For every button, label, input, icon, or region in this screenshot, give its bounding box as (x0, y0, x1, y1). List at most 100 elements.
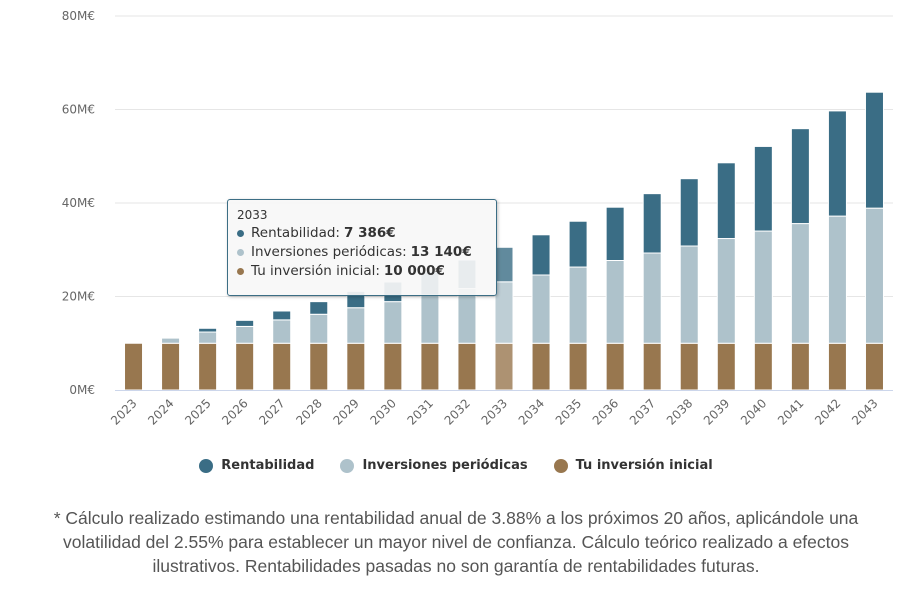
y-tick-label: 20M€ (62, 290, 95, 304)
bar-segment-tu-inversi-n-inicial[interactable] (494, 342, 514, 391)
bar-segment-inversiones-peri-dicas[interactable] (679, 245, 699, 344)
bar-segment-inversiones-peri-dicas[interactable] (235, 325, 255, 344)
legend-item-inversion-inicial[interactable]: Tu inversión inicial (553, 458, 713, 473)
bar-segment-rentabilidad[interactable] (642, 193, 662, 254)
bar-segment-tu-inversi-n-inicial[interactable] (198, 342, 218, 391)
bar-segment-tu-inversi-n-inicial[interactable] (124, 342, 144, 391)
x-tick-label: 2037 (627, 396, 658, 427)
x-tick-label: 2036 (590, 396, 621, 427)
bar-segment-inversiones-peri-dicas[interactable] (642, 252, 662, 344)
bar-segment-tu-inversi-n-inicial[interactable] (753, 342, 773, 391)
inicial-dot-icon (553, 458, 568, 473)
bar-segment-tu-inversi-n-inicial[interactable] (531, 342, 551, 391)
x-tick-label: 2029 (330, 396, 361, 427)
bar-segment-tu-inversi-n-inicial[interactable] (827, 342, 847, 391)
bar-segment-rentabilidad[interactable] (827, 110, 847, 217)
chart-legend: Rentabilidad Inversiones periódicas Tu i… (0, 458, 912, 473)
tooltip-row-periodicas: Inversiones periódicas: 13 140€ (237, 243, 487, 262)
bar-segment-tu-inversi-n-inicial[interactable] (864, 342, 884, 391)
y-tick-label: 40M€ (62, 196, 95, 210)
bar-segment-rentabilidad[interactable] (679, 178, 699, 247)
chart-tooltip: 2033 Rentabilidad: 7 386€ Inversiones pe… (227, 199, 497, 296)
x-tick-label: 2024 (145, 396, 176, 427)
bar-segment-tu-inversi-n-inicial[interactable] (568, 342, 588, 391)
x-tick-label: 2025 (182, 396, 213, 427)
bar-segment-tu-inversi-n-inicial[interactable] (309, 342, 329, 391)
tooltip-row-inicial: Tu inversión inicial: 10 000€ (237, 262, 487, 281)
bar-segment-inversiones-peri-dicas[interactable] (383, 301, 403, 344)
bar-segment-tu-inversi-n-inicial[interactable] (161, 342, 181, 391)
bar-segment-inversiones-peri-dicas[interactable] (531, 274, 551, 344)
tooltip-label: Rentabilidad: (251, 225, 340, 241)
bar-segment-inversiones-peri-dicas[interactable] (272, 319, 292, 344)
bar-segment-inversiones-peri-dicas[interactable] (790, 223, 810, 344)
bar-segment-tu-inversi-n-inicial[interactable] (642, 342, 662, 391)
x-tick-label: 2026 (219, 396, 250, 427)
periodicas-dot-icon (340, 458, 355, 473)
legend-item-rentabilidad[interactable]: Rentabilidad (199, 458, 314, 473)
bar-segment-rentabilidad[interactable] (753, 145, 773, 232)
tooltip-value: 10 000€ (383, 263, 445, 279)
periodicas-dot-icon (237, 249, 244, 256)
bar-segment-inversiones-peri-dicas[interactable] (605, 260, 625, 344)
inicial-dot-icon (237, 268, 244, 275)
y-tick-label: 80M€ (62, 9, 95, 23)
bar-segment-inversiones-peri-dicas[interactable] (198, 331, 218, 344)
bar-segment-inversiones-peri-dicas[interactable] (346, 307, 366, 344)
bar-segment-rentabilidad[interactable] (790, 128, 810, 225)
y-tick-label: 0M€ (69, 383, 95, 397)
legend-label: Inversiones periódicas (362, 458, 528, 473)
tooltip-title: 2033 (237, 208, 268, 222)
bar-segment-rentabilidad[interactable] (531, 234, 551, 276)
x-tick-label: 2035 (553, 396, 584, 427)
bar-segment-tu-inversi-n-inicial[interactable] (679, 342, 699, 391)
rentabilidad-dot-icon (237, 230, 244, 237)
bar-segment-inversiones-peri-dicas[interactable] (420, 294, 440, 344)
bar-segment-rentabilidad[interactable] (605, 206, 625, 262)
bar-segment-inversiones-peri-dicas[interactable] (827, 215, 847, 344)
tooltip-value: 7 386€ (343, 225, 396, 241)
rentabilidad-dot-icon (199, 458, 214, 473)
tooltip-label: Inversiones periódicas: (251, 244, 407, 260)
stacked-bar-chart: 0M€ 20M€ 40M€ 60M€ 80M€ 2023 2024 2025 2026 2027… (62, 9, 893, 428)
bar-segment-rentabilidad[interactable] (568, 220, 588, 268)
bar-segment-rentabilidad[interactable] (235, 319, 255, 327)
y-axis: 0M€ 20M€ 40M€ 60M€ 80M€ (62, 9, 95, 397)
bar-segment-inversiones-peri-dicas[interactable] (568, 266, 588, 344)
x-tick-label: 2031 (405, 396, 436, 427)
x-axis: 2023 2024 2025 2026 2027 2028 2029 2030 2031 2032… (108, 396, 880, 427)
bar-segment-rentabilidad[interactable] (309, 301, 329, 315)
bar-segment-tu-inversi-n-inicial[interactable] (457, 342, 477, 391)
bar-segment-inversiones-peri-dicas[interactable] (753, 230, 773, 344)
bar-segment-rentabilidad[interactable] (272, 310, 292, 321)
legend-item-inversiones-periodicas[interactable]: Inversiones periódicas (340, 458, 528, 473)
bar-segment-tu-inversi-n-inicial[interactable] (383, 342, 403, 391)
bar-segment-tu-inversi-n-inicial[interactable] (235, 342, 255, 391)
bar-segment-rentabilidad[interactable] (864, 91, 884, 209)
bar-segment-inversiones-peri-dicas[interactable] (457, 288, 477, 344)
x-tick-label: 2039 (701, 396, 732, 427)
bar-segment-tu-inversi-n-inicial[interactable] (605, 342, 625, 391)
x-tick-label: 2032 (442, 396, 473, 427)
bar-segment-inversiones-peri-dicas[interactable] (494, 281, 514, 344)
bar-segment-tu-inversi-n-inicial[interactable] (420, 342, 440, 391)
tooltip-row-rentabilidad: Rentabilidad: 7 386€ (237, 224, 487, 243)
x-tick-label: 2028 (293, 396, 324, 427)
x-tick-label: 2042 (812, 396, 843, 427)
bar-segment-inversiones-peri-dicas[interactable] (716, 238, 736, 344)
bar-segment-rentabilidad[interactable] (716, 162, 736, 240)
bar-segment-inversiones-peri-dicas[interactable] (161, 337, 181, 344)
x-tick-label: 2040 (738, 396, 769, 427)
x-tick-label: 2033 (479, 396, 510, 427)
bar-segment-rentabilidad[interactable] (494, 246, 514, 283)
bar-segment-inversiones-peri-dicas[interactable] (309, 313, 329, 344)
x-tick-label: 2034 (516, 396, 547, 427)
bar-segment-rentabilidad[interactable] (198, 327, 218, 333)
bar-segment-tu-inversi-n-inicial[interactable] (716, 342, 736, 391)
bar-segment-tu-inversi-n-inicial[interactable] (272, 342, 292, 391)
bar-segment-tu-inversi-n-inicial[interactable] (346, 342, 366, 391)
bar-segment-inversiones-peri-dicas[interactable] (864, 207, 884, 344)
bar-segment-tu-inversi-n-inicial[interactable] (790, 342, 810, 391)
x-tick-label: 2030 (367, 396, 398, 427)
y-tick-label: 60M€ (62, 103, 95, 117)
